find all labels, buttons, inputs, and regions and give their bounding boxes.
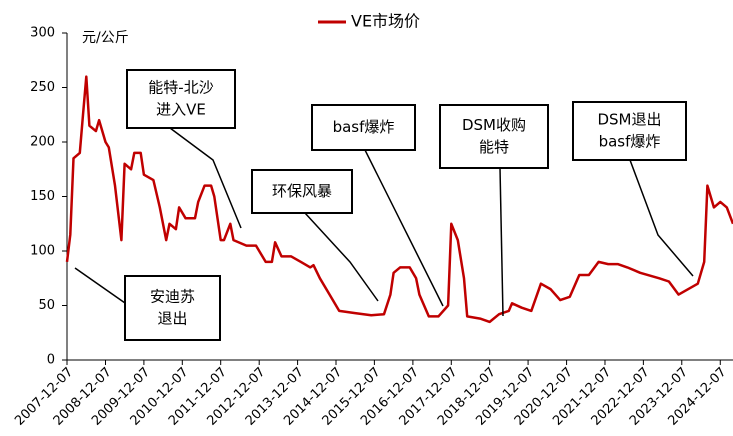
annotation-arrow	[629, 159, 694, 277]
y-tick-label: 50	[38, 298, 55, 313]
y-tick-label: 0	[47, 353, 55, 368]
annotation-arrow	[499, 167, 504, 317]
annotation-box	[439, 104, 549, 169]
annotation-text: basf爆炸	[333, 118, 395, 136]
annotation-text: basf爆炸	[599, 133, 661, 151]
legend-label: VE市场价	[351, 12, 420, 31]
y-tick-label: 200	[30, 135, 55, 150]
annotation-box	[572, 101, 687, 161]
annotation-text: 安迪苏	[150, 288, 195, 306]
annotation-text: DSM退出	[597, 111, 661, 129]
annotation-box	[251, 169, 353, 214]
annotation-text: 能特	[479, 138, 509, 156]
annotation-box	[311, 104, 416, 151]
annotation-arrow	[364, 149, 444, 307]
annotation-box	[126, 69, 236, 129]
annotation-box	[124, 275, 221, 341]
annotation-text: 进入VE	[156, 101, 206, 119]
y-tick-label: 100	[30, 244, 55, 259]
y-axis-label: 元/公斤	[82, 30, 129, 46]
annotation-arrow	[304, 212, 379, 302]
annotation-arrow	[169, 127, 242, 229]
annotation-text: 能特-北沙	[148, 79, 213, 97]
line-series	[65, 75, 733, 324]
y-tick-label: 250	[30, 80, 55, 95]
annotation-text: 退出	[157, 310, 187, 328]
annotation-text: DSM收购	[462, 116, 526, 134]
y-tick-label: 150	[30, 189, 55, 204]
annotation-text: 环保风暴	[272, 182, 332, 200]
annotation-arrow	[74, 267, 126, 304]
y-tick-label: 300	[30, 26, 55, 41]
